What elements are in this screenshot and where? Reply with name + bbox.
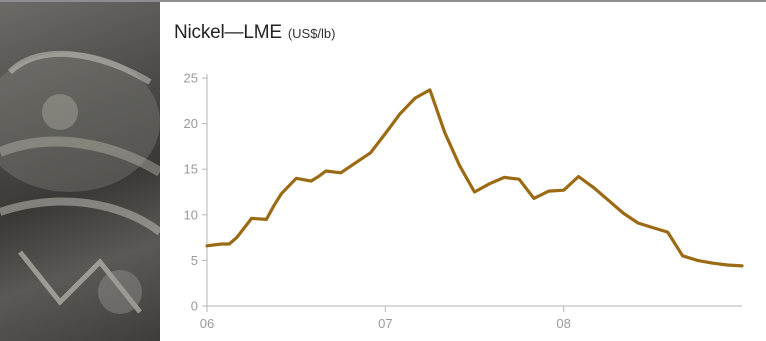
chart-title: Nickel—LME (US$/lb) bbox=[174, 22, 336, 44]
coin-engraving-image bbox=[0, 50, 160, 314]
nickel-price-chart: 0 5 10 15 20 25 06 07 08 bbox=[184, 71, 744, 331]
top-rule bbox=[0, 0, 766, 2]
chart-title-text: Nickel—LME bbox=[174, 22, 282, 43]
x-tick-label: 06 bbox=[200, 316, 214, 331]
y-tick-label: 20 bbox=[184, 116, 198, 131]
data-points bbox=[206, 89, 743, 266]
y-tick-label: 5 bbox=[191, 253, 198, 268]
y-tick-label: 15 bbox=[184, 162, 198, 177]
x-tick-label: 08 bbox=[556, 316, 570, 331]
y-axis-ticks: 0 5 10 15 20 25 bbox=[184, 71, 207, 314]
nickel-price-line bbox=[205, 88, 744, 268]
x-tick-label: 07 bbox=[378, 316, 392, 331]
y-tick-label: 10 bbox=[184, 207, 198, 222]
y-tick-label: 0 bbox=[191, 299, 198, 314]
y-tick-label: 25 bbox=[184, 71, 198, 86]
x-axis-ticks: 06 07 08 bbox=[200, 306, 571, 331]
chart-unit-label: (US$/lb) bbox=[287, 26, 336, 41]
coin-photo bbox=[0, 2, 160, 341]
